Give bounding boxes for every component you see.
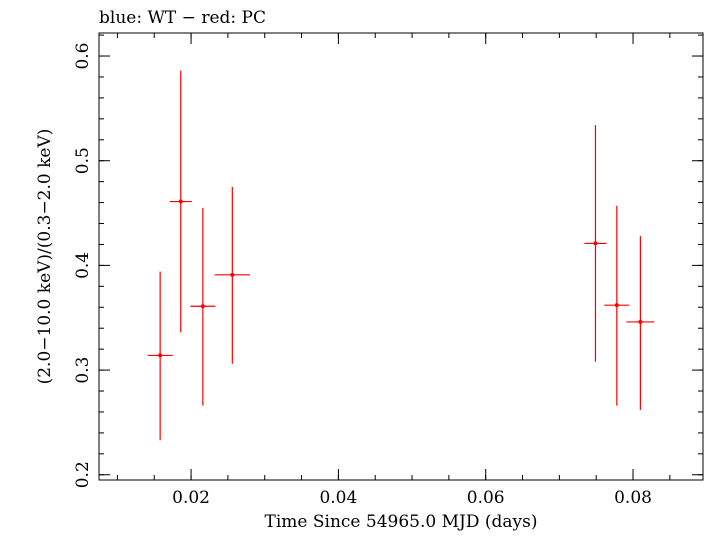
data-point xyxy=(214,186,250,364)
point-marker xyxy=(593,241,598,246)
x-tick-label: 0.06 xyxy=(467,488,505,508)
major-ticks xyxy=(99,33,703,480)
data-point xyxy=(169,70,192,333)
minor-ticks xyxy=(99,33,703,480)
x-axis-label: Time Since 54965.0 MJD (days) xyxy=(265,512,538,532)
chart-title: blue: WT − red: PC xyxy=(99,8,266,28)
point-marker xyxy=(638,319,643,324)
series-layer xyxy=(147,70,655,441)
x-tick-label: 0.04 xyxy=(319,488,357,508)
y-tick-label: 0.2 xyxy=(73,461,93,488)
data-point xyxy=(190,207,216,406)
x-tick-label: 0.08 xyxy=(614,488,652,508)
y-axis-label: (2.0−10.0 keV)/(0.3−2.0 keV) xyxy=(35,129,55,385)
y-tick-label: 0.6 xyxy=(73,43,93,70)
point-marker xyxy=(178,199,183,204)
series-pc xyxy=(147,70,655,441)
x-tick-label: 0.02 xyxy=(172,488,210,508)
data-point xyxy=(626,236,655,410)
y-tick-label: 0.5 xyxy=(73,147,93,174)
point-marker xyxy=(158,353,163,358)
data-point xyxy=(584,125,607,362)
point-marker xyxy=(614,303,619,308)
plot-frame xyxy=(98,32,704,481)
point-marker xyxy=(200,304,205,309)
point-marker xyxy=(230,272,235,277)
y-tick-label: 0.3 xyxy=(73,357,93,384)
tick-labels: 0.02 0.04 0.06 0.08 0.2 0.3 0.4 0.5 0.6 xyxy=(73,43,652,508)
data-point xyxy=(604,205,630,406)
data-point xyxy=(147,271,173,441)
y-tick-label: 0.4 xyxy=(73,252,93,279)
